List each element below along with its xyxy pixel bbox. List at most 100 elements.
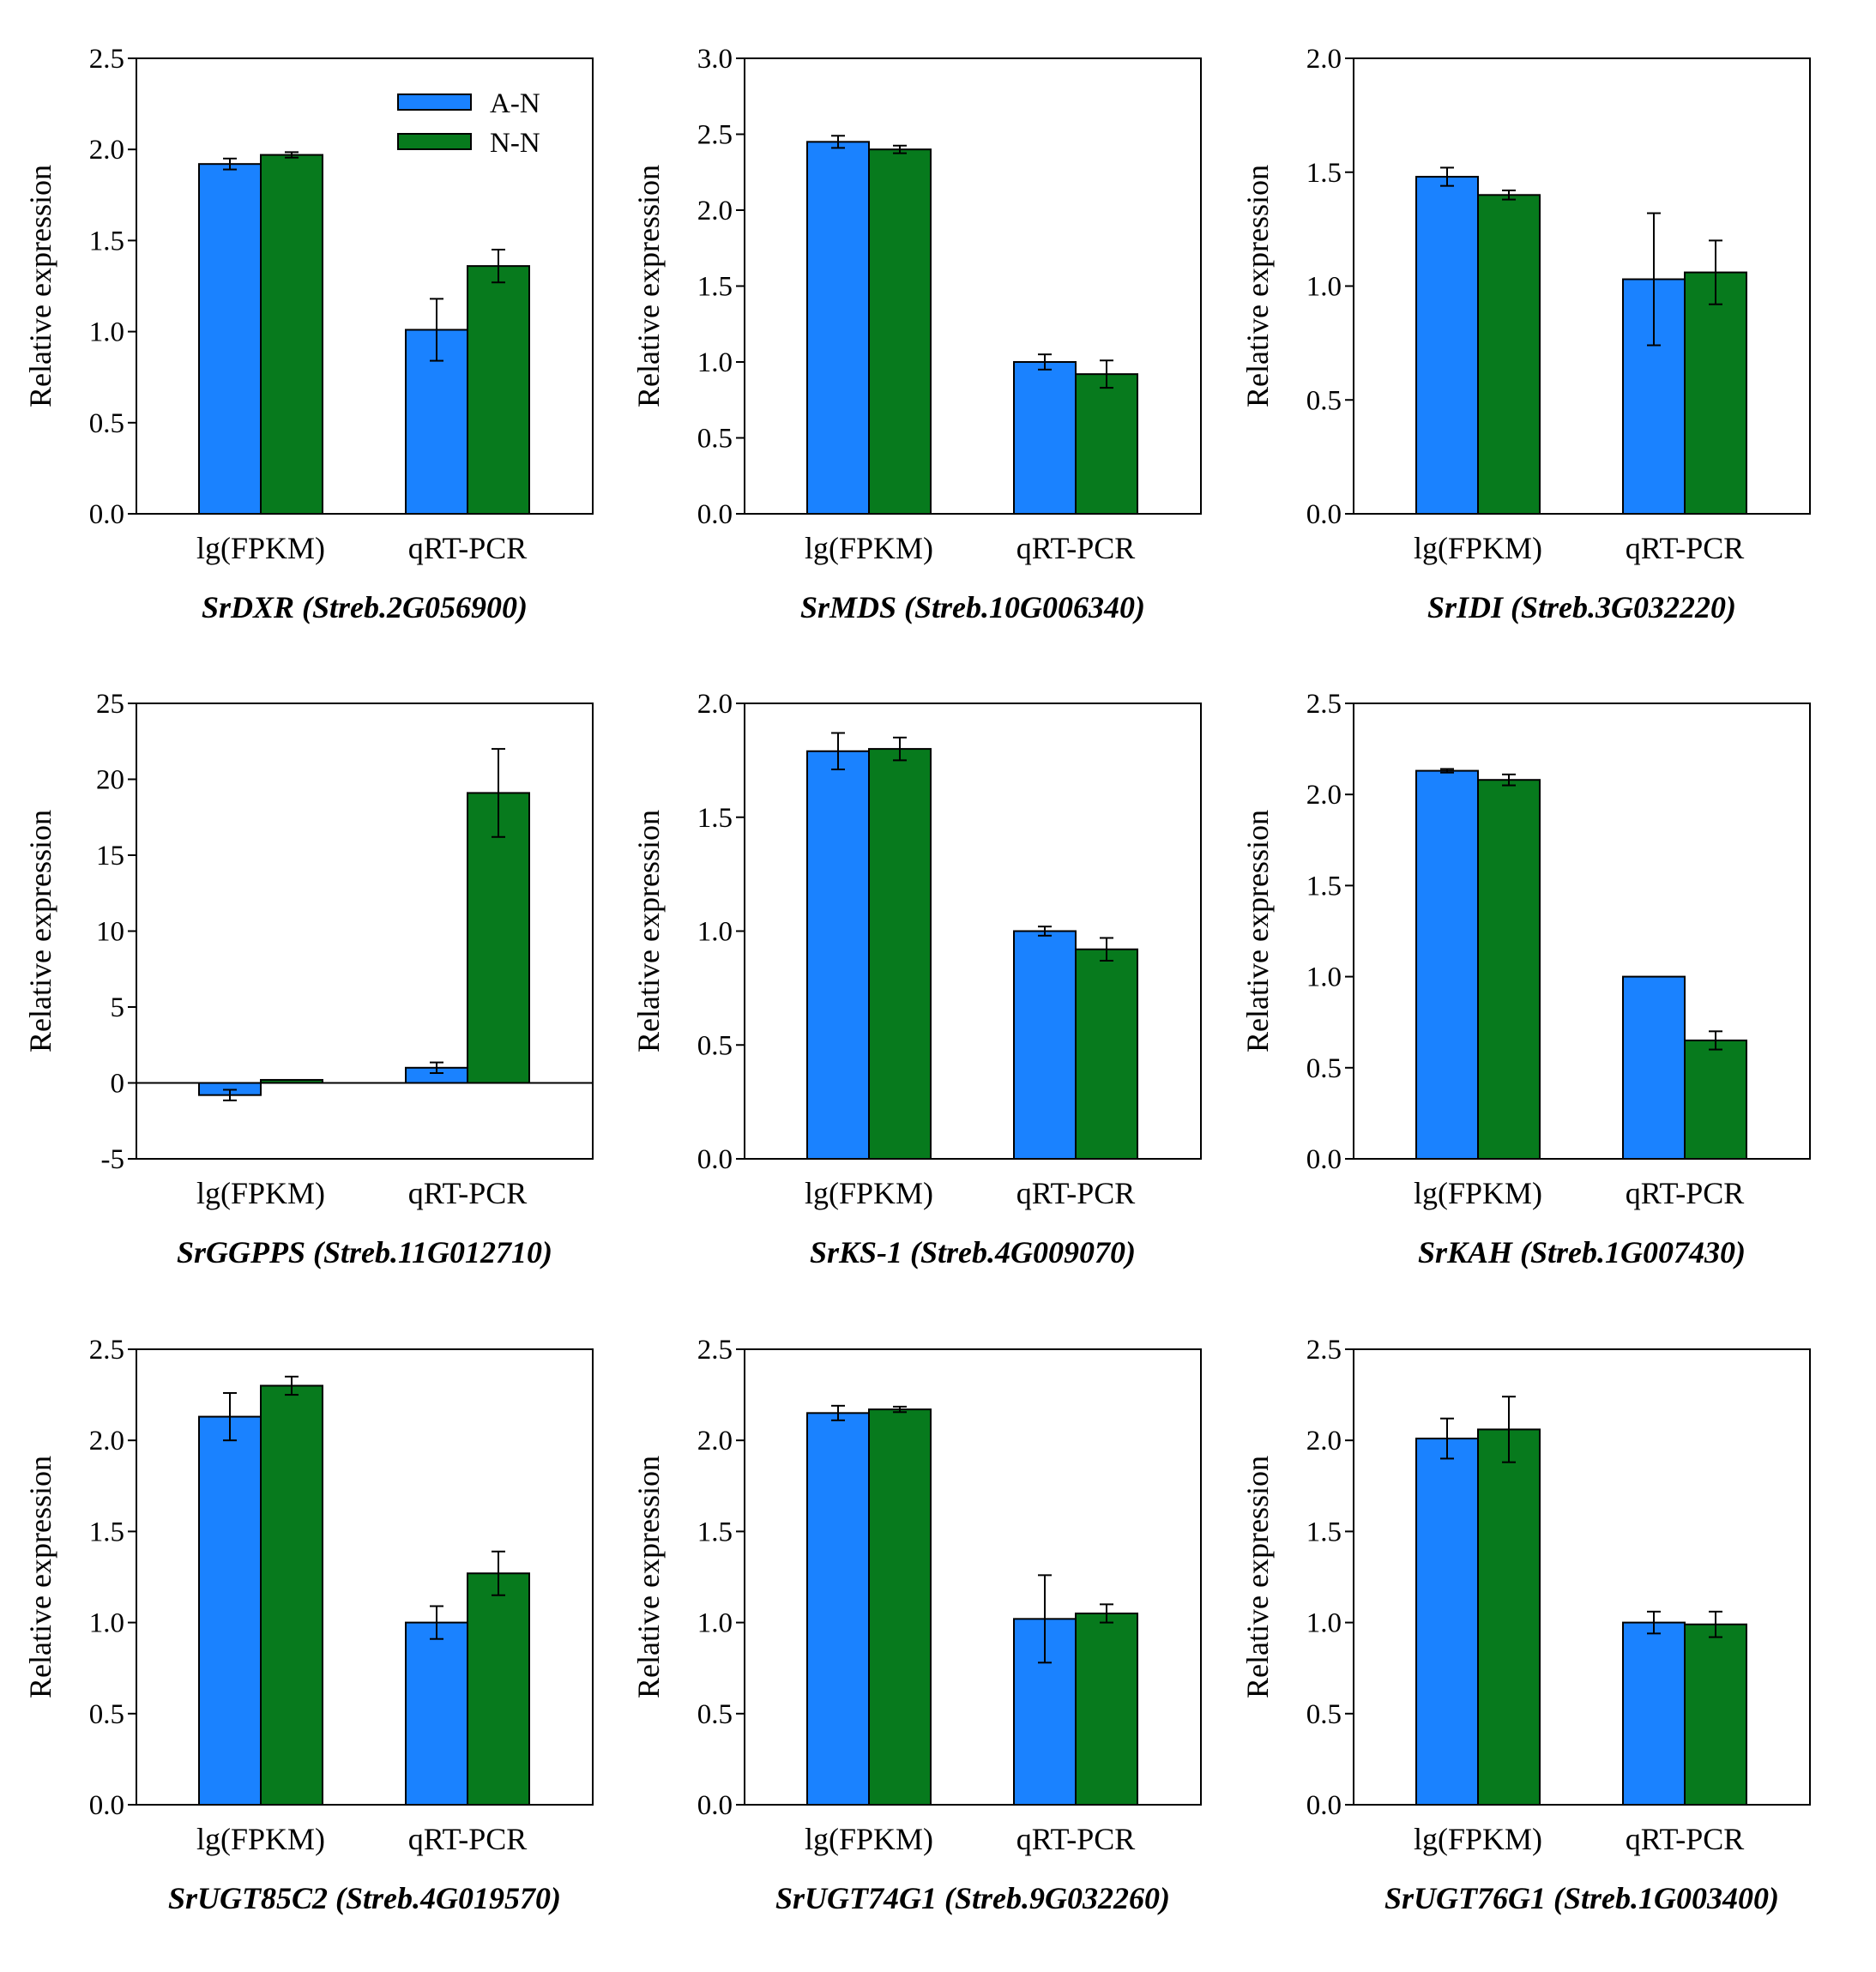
x-category-label: lg(FPKM)	[1414, 531, 1542, 565]
chart-panel-6: 0.0 0.5 1.0 1.5 2.0 2.5 lg(FPKM) qRT-PCR Relativ…	[1240, 689, 1811, 1269]
bar-n-n-qrtpcr	[467, 265, 530, 515]
legend-swatch-n-n	[397, 133, 472, 150]
y-tick-label: 2.5	[1306, 689, 1342, 720]
y-tick-label: 0.5	[697, 1699, 733, 1730]
y-tick-label: 2.0	[697, 1426, 733, 1456]
chart-title: SrKS-1 (Streb.4G009070)	[810, 1235, 1136, 1269]
y-tick-label: 10	[96, 917, 124, 948]
y-tick-label: 2.5	[697, 1335, 733, 1366]
bar-n-n-qrtpcr	[1075, 373, 1138, 515]
bar-a-n-qrtpcr	[1622, 975, 1686, 1160]
y-tick-label: 1.0	[1306, 272, 1342, 303]
x-category-label: lg(FPKM)	[196, 1822, 325, 1856]
chart-panel-4: -5 0 5 10 15 20 25 lg(FPKM) qRT-PCR Relative expr…	[23, 689, 594, 1269]
y-tick-label: 2.5	[1306, 1335, 1342, 1366]
y-tick-label: 0.0	[1306, 1144, 1342, 1175]
bar-a-n-lgfpkm	[198, 163, 262, 516]
x-category-label: qRT-PCR	[1016, 1176, 1136, 1210]
plot-frame	[1353, 1348, 1811, 1806]
plot-frame	[744, 1348, 1202, 1806]
y-tick-label: 1.0	[1306, 962, 1342, 993]
y-tick-label: 1.5	[89, 1517, 124, 1547]
y-tick-label: 2.0	[1306, 1426, 1342, 1456]
bar-a-n-lgfpkm	[198, 1415, 262, 1806]
chart-title: SrUGT76G1 (Streb.1G003400)	[1384, 1881, 1779, 1915]
chart-title: SrIDI (Streb.3G032220)	[1427, 590, 1736, 624]
legend-label: A-N	[490, 88, 540, 119]
chart-title: SrGGPPS (Streb.11G012710)	[177, 1235, 552, 1269]
bar-a-n-qrtpcr	[1013, 361, 1077, 515]
bar-a-n-lgfpkm	[1415, 769, 1479, 1160]
x-category-label: lg(FPKM)	[805, 1822, 933, 1856]
bar-n-n-qrtpcr	[1075, 1612, 1138, 1806]
x-category-label: lg(FPKM)	[196, 531, 325, 565]
y-axis-label: Relative expression	[1240, 810, 1275, 1052]
y-tick-label: 1.5	[697, 1517, 733, 1547]
y-axis-label: Relative expression	[23, 165, 57, 407]
bar-n-n-lgfpkm	[868, 148, 932, 515]
bar-a-n-qrtpcr	[1622, 1621, 1686, 1806]
chart-panel-9: 0.0 0.5 1.0 1.5 2.0 2.5 lg(FPKM) qRT-PCR Relativ…	[1240, 1335, 1811, 1915]
x-category-label: lg(FPKM)	[1414, 1822, 1542, 1856]
y-tick-label: 1.0	[697, 1608, 733, 1639]
bar-n-n-qrtpcr	[467, 1572, 530, 1806]
bar-a-n-lgfpkm	[806, 141, 870, 515]
y-tick-label: 1.5	[89, 226, 124, 256]
bar-n-n-lgfpkm	[1477, 1428, 1541, 1806]
y-tick-label: 1.0	[697, 917, 733, 948]
y-tick-label: 25	[96, 689, 124, 720]
bar-a-n-lgfpkm	[806, 1412, 870, 1806]
chart-panel-2: 0.0 0.5 1.0 1.5 2.0 2.5 3.0 lg(FPKM) qRT-PCR Rela…	[631, 44, 1202, 624]
y-tick-label: 0.0	[697, 499, 733, 530]
bar-n-n-lgfpkm	[868, 748, 932, 1160]
y-axis-label: Relative expression	[631, 165, 666, 407]
y-tick-label: 1.0	[1306, 1608, 1342, 1639]
plot-frame	[136, 57, 594, 515]
y-tick-label: 1.0	[697, 347, 733, 378]
legend: A-N N-N	[397, 88, 540, 159]
y-tick-label: 0.0	[89, 1790, 124, 1821]
bar-n-n-lgfpkm	[260, 154, 323, 516]
chart-title: SrMDS (Streb.10G006340)	[800, 590, 1145, 624]
y-tick-label: 0.5	[697, 424, 733, 455]
y-tick-label: 5	[111, 992, 125, 1023]
y-tick-label: 0.5	[89, 408, 124, 439]
bar-a-n-qrtpcr	[1013, 930, 1077, 1160]
chart-title: SrUGT85C2 (Streb.4G019570)	[168, 1881, 561, 1915]
bar-n-n-qrtpcr	[1684, 1039, 1747, 1160]
y-tick-label: 15	[96, 841, 124, 871]
x-category-label: qRT-PCR	[408, 531, 528, 565]
y-tick-label: 0.5	[89, 1699, 124, 1730]
bar-a-n-lgfpkm	[806, 750, 870, 1160]
chart-title: SrDXR (Streb.2G056900)	[202, 590, 528, 624]
y-tick-label: 0.5	[1306, 1053, 1342, 1084]
y-tick-label: -5	[101, 1144, 125, 1175]
y-tick-label: 2.0	[89, 135, 124, 166]
x-category-label: lg(FPKM)	[805, 531, 933, 565]
y-tick-label: 2.0	[697, 689, 733, 720]
y-tick-label: 1.0	[89, 1608, 124, 1639]
y-axis-label: Relative expression	[1240, 165, 1275, 407]
y-tick-label: 2.5	[89, 1335, 124, 1366]
bar-n-n-lgfpkm	[868, 1408, 932, 1806]
y-tick-label: 1.5	[697, 272, 733, 303]
bar-n-n-qrtpcr	[1075, 948, 1138, 1160]
x-category-label: qRT-PCR	[408, 1176, 528, 1210]
x-category-label: qRT-PCR	[1016, 1822, 1136, 1856]
y-tick-label: 1.5	[1306, 1517, 1342, 1547]
x-category-label: qRT-PCR	[1626, 531, 1745, 565]
y-tick-label: 2.0	[1306, 780, 1342, 811]
chart-panel-7: 0.0 0.5 1.0 1.5 2.0 2.5 lg(FPKM) qRT-PCR Relativ…	[23, 1335, 594, 1915]
chart-panel-3: 0.0 0.5 1.0 1.5 2.0 lg(FPKM) qRT-PCR Relative e…	[1240, 44, 1811, 624]
chart-title: SrKAH (Streb.1G007430)	[1418, 1235, 1746, 1269]
bar-a-n-lgfpkm	[1415, 176, 1479, 515]
y-tick-label: 0.0	[697, 1144, 733, 1175]
y-tick-label: 3.0	[697, 44, 733, 75]
x-category-label: lg(FPKM)	[1414, 1176, 1542, 1210]
bar-n-n-qrtpcr	[1684, 1623, 1747, 1806]
y-axis-label: Relative expression	[631, 810, 666, 1052]
y-tick-label: 1.5	[697, 803, 733, 834]
x-category-label: lg(FPKM)	[805, 1176, 933, 1210]
y-axis-label: Relative expression	[1240, 1456, 1275, 1698]
